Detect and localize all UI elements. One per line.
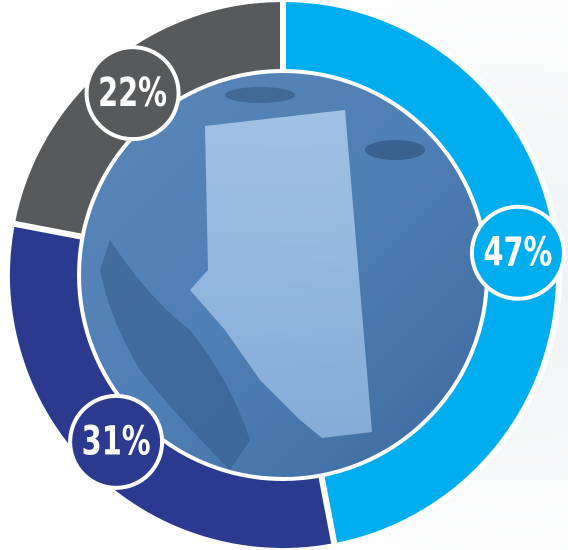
- lake: [225, 87, 295, 103]
- label-badge: [84, 45, 181, 142]
- value-label: 31%: [82, 419, 151, 465]
- map: [77, 69, 489, 481]
- label-badge: [469, 204, 566, 301]
- province-shape: [190, 110, 372, 438]
- lake: [365, 140, 425, 160]
- labels: 47% 31% 22%: [68, 45, 566, 490]
- mountains: [100, 240, 250, 470]
- label-badge: [68, 393, 165, 490]
- value-label: 22%: [98, 70, 167, 116]
- value-label: 47%: [483, 230, 552, 276]
